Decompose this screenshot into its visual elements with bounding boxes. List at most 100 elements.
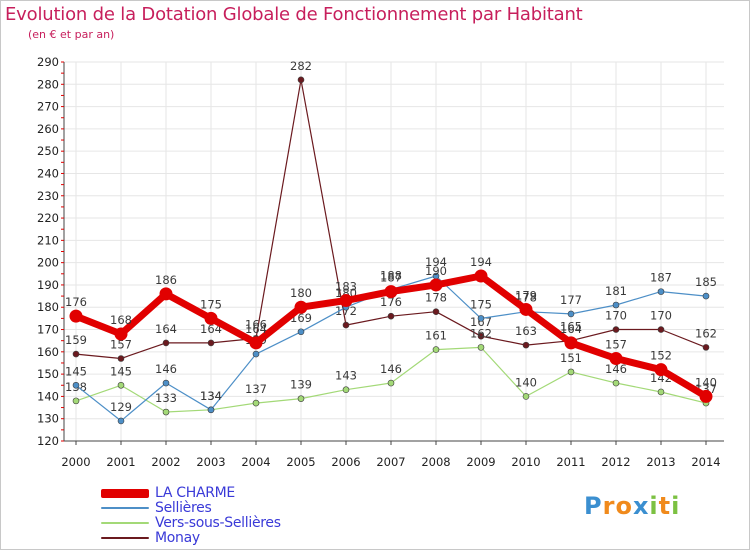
data-point-selli-res (657, 288, 665, 295)
data-label-monay: 165 (560, 320, 582, 334)
data-point-selli-res (567, 310, 575, 318)
data-label-monay: 178 (425, 291, 447, 305)
data-label-la-charme: 168 (110, 313, 132, 327)
data-label-la-charme: 190 (425, 264, 447, 278)
data-label-monay: 170 (605, 309, 627, 323)
x-tick-label: 2002 (151, 455, 180, 469)
data-label-vers-sous-selli-res: 162 (470, 326, 492, 340)
data-point-la-charme (564, 336, 578, 350)
data-label-monay: 167 (470, 315, 492, 329)
data-label-la-charme: 164 (560, 322, 582, 336)
data-label-vers-sous-selli-res: 133 (155, 391, 177, 405)
x-tick-label: 2001 (106, 455, 135, 469)
data-label-vers-sous-selli-res: 140 (515, 375, 537, 389)
x-tick-label: 2004 (241, 455, 270, 469)
y-tick-label: 200 (37, 256, 59, 270)
proxiti-logo: Proxiti (584, 492, 681, 520)
data-label-selli-res: 175 (470, 297, 492, 311)
data-point-la-charme (159, 287, 173, 301)
data-label-la-charme: 179 (515, 288, 537, 302)
plot-area (64, 62, 724, 441)
legend-item-monay: Monay (101, 531, 361, 546)
data-point-vers-sous-selli-res (387, 379, 395, 387)
data-label-la-charme: 180 (290, 286, 312, 300)
data-label-selli-res: 194 (425, 255, 447, 269)
data-point-monay (657, 326, 665, 333)
chart-legend: LA CHARME Sellières Vers-sous-Sellières … (101, 486, 361, 546)
chart-title: Evolution de la Dotation Globale de Fonc… (5, 4, 583, 25)
data-label-monay: 166 (245, 317, 267, 331)
data-point-la-charme (474, 269, 488, 283)
data-point-monay (297, 76, 305, 84)
data-label-la-charme: 140 (695, 375, 717, 389)
y-tick-label: 160 (37, 345, 59, 359)
data-point-selli-res (702, 292, 710, 300)
data-point-selli-res (297, 328, 305, 336)
data-point-la-charme (249, 336, 263, 350)
y-tick-label: 230 (37, 189, 59, 203)
legend-swatch-la-charme (101, 489, 149, 498)
data-label-la-charme: 157 (605, 338, 627, 352)
x-tick-label: 2006 (331, 455, 360, 469)
data-label-vers-sous-selli-res: 145 (110, 364, 132, 378)
data-label-vers-sous-selli-res: 143 (335, 369, 357, 383)
y-tick-label: 240 (37, 166, 59, 180)
data-label-selli-res: 146 (155, 362, 177, 376)
data-point-selli-res (477, 315, 485, 322)
legend-label: Sellières (155, 500, 212, 516)
data-label-monay: 282 (290, 59, 312, 73)
data-point-monay (612, 326, 620, 333)
legend-swatch-monay (101, 537, 149, 539)
y-tick-label: 180 (37, 300, 59, 314)
data-point-la-charme (114, 327, 128, 341)
data-point-la-charme (654, 363, 668, 377)
data-label-la-charme: 194 (470, 255, 492, 269)
y-tick-label: 290 (37, 55, 59, 69)
data-label-vers-sous-selli-res: 146 (605, 362, 627, 376)
data-point-monay (387, 312, 395, 320)
data-point-selli-res (207, 406, 215, 414)
data-point-vers-sous-selli-res (297, 395, 305, 402)
data-label-la-charme: 187 (380, 271, 402, 285)
legend-swatch-vers-sous-sellieres (101, 522, 149, 524)
data-point-vers-sous-selli-res (522, 393, 530, 400)
legend-label: Monay (155, 530, 200, 546)
data-point-la-charme (429, 278, 443, 292)
y-tick-label: 270 (37, 100, 59, 114)
data-label-la-charme: 152 (650, 349, 672, 363)
data-point-selli-res (252, 350, 260, 358)
y-tick-label: 190 (37, 278, 59, 292)
data-label-selli-res: 129 (110, 400, 132, 414)
data-point-la-charme (699, 389, 713, 403)
data-label-vers-sous-selli-res: 134 (200, 389, 222, 403)
y-tick-label: 280 (37, 77, 59, 91)
x-tick-label: 2007 (376, 455, 405, 469)
data-point-vers-sous-selli-res (612, 379, 620, 387)
y-tick-label: 120 (37, 434, 59, 448)
data-label-vers-sous-selli-res: 146 (380, 362, 402, 376)
x-tick-label: 2003 (196, 455, 225, 469)
legend-label: LA CHARME (155, 485, 235, 501)
data-point-vers-sous-selli-res (117, 381, 125, 389)
data-label-monay: 176 (380, 295, 402, 309)
data-point-vers-sous-selli-res (567, 368, 575, 376)
data-label-vers-sous-selli-res: 161 (425, 329, 447, 343)
data-point-vers-sous-selli-res (72, 397, 80, 405)
chart-subtitle: (en € et par an) (28, 28, 115, 41)
data-point-monay (117, 355, 125, 362)
data-label-selli-res: 188 (380, 268, 402, 282)
legend-item-sellieres: Sellières (101, 501, 361, 516)
data-label-vers-sous-selli-res: 139 (290, 378, 312, 392)
data-label-monay: 159 (65, 333, 87, 347)
legend-item-vers-sous-sellieres: Vers-sous-Sellières (101, 516, 361, 531)
data-point-la-charme (384, 285, 398, 299)
x-tick-label: 2008 (421, 455, 450, 469)
data-point-selli-res (612, 301, 620, 309)
data-label-monay: 162 (695, 326, 717, 340)
data-label-monay: 164 (200, 322, 222, 336)
x-tick-label: 2012 (601, 455, 630, 469)
data-point-selli-res (117, 417, 125, 425)
data-label-monay: 164 (155, 322, 177, 336)
